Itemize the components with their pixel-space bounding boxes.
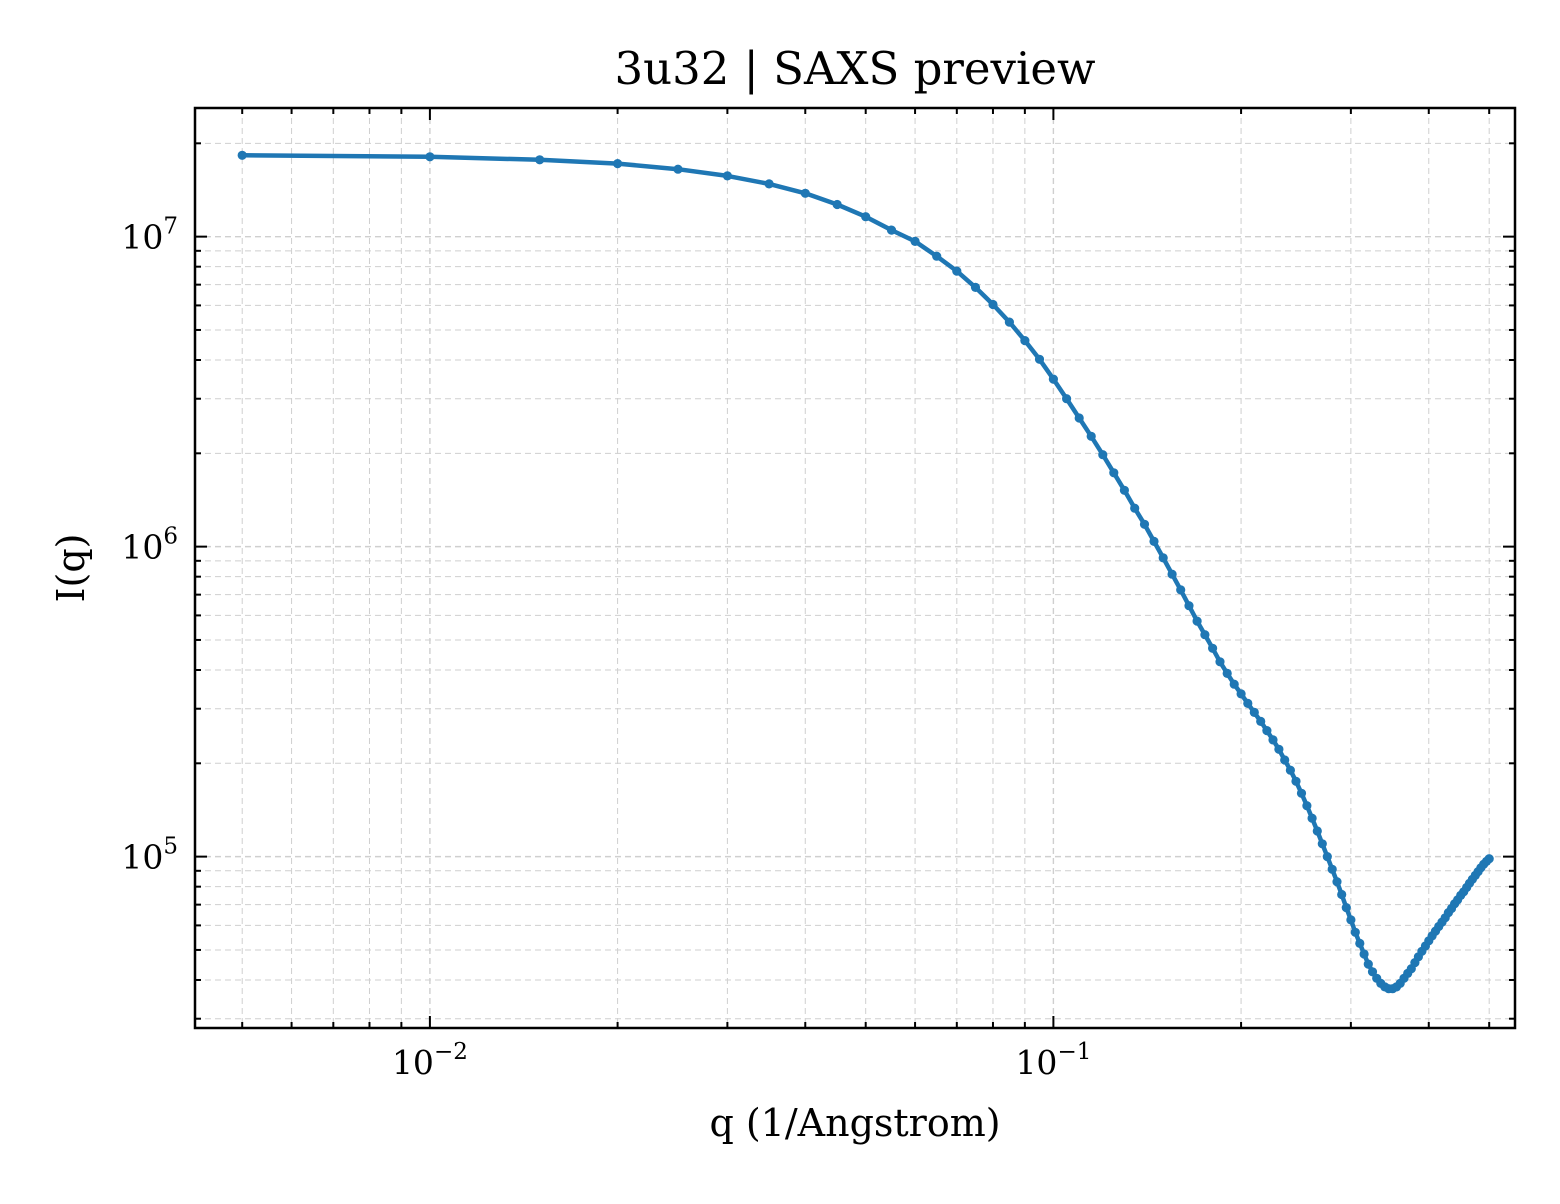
y-tick-label: 107 bbox=[121, 214, 178, 257]
data-point bbox=[535, 155, 545, 165]
data-point bbox=[1355, 938, 1365, 949]
data-point bbox=[613, 159, 623, 169]
data-point bbox=[1337, 889, 1347, 900]
data-point bbox=[1285, 765, 1295, 775]
data-point bbox=[1004, 317, 1015, 327]
x-tick-label: 10−2 bbox=[392, 1039, 468, 1082]
data-point bbox=[1158, 553, 1168, 563]
data-point bbox=[722, 171, 733, 181]
data-point bbox=[1307, 813, 1317, 823]
data-point bbox=[1215, 657, 1225, 667]
tick-layer bbox=[195, 108, 1515, 1028]
data-point bbox=[1280, 755, 1290, 765]
data-point bbox=[1109, 468, 1119, 478]
y-tick-label: 106 bbox=[121, 524, 178, 567]
data-point bbox=[952, 266, 962, 276]
tick-label-layer: 10−2 10−1 105 106 107 bbox=[121, 214, 1091, 1082]
data-point bbox=[1176, 585, 1186, 595]
data-point bbox=[1139, 519, 1150, 529]
data-point bbox=[1346, 915, 1356, 925]
chart-title: 3u32 | SAXS preview bbox=[614, 42, 1095, 95]
data-point bbox=[861, 212, 871, 222]
y-tick-label: 105 bbox=[121, 834, 178, 877]
data-point bbox=[673, 164, 683, 174]
data-point bbox=[1341, 903, 1351, 913]
data-point bbox=[1327, 864, 1337, 874]
series-layer bbox=[237, 150, 1494, 994]
data-point bbox=[1229, 679, 1239, 689]
data-point bbox=[1249, 707, 1259, 718]
data-point bbox=[425, 152, 435, 162]
data-point bbox=[1149, 536, 1159, 547]
data-point bbox=[1332, 877, 1342, 887]
data-point bbox=[1312, 826, 1322, 836]
data-point bbox=[1296, 788, 1307, 798]
data-point bbox=[932, 251, 942, 261]
x-tick-label: 10−1 bbox=[1015, 1039, 1091, 1082]
data-point bbox=[988, 299, 998, 310]
data-point bbox=[832, 199, 842, 210]
data-point bbox=[237, 150, 247, 160]
data-point bbox=[1184, 601, 1194, 611]
data-point bbox=[1222, 668, 1232, 679]
data-point bbox=[1350, 927, 1360, 937]
data-point bbox=[1062, 394, 1072, 404]
data-point bbox=[1322, 852, 1332, 862]
data-point bbox=[1119, 485, 1129, 495]
data-point bbox=[1243, 698, 1253, 709]
data-point bbox=[1034, 354, 1045, 364]
x-axis-label: q (1/Angstrom) bbox=[709, 1101, 1000, 1145]
data-point bbox=[1130, 503, 1140, 513]
data-point bbox=[1302, 801, 1312, 811]
data-point bbox=[1048, 374, 1058, 384]
data-point bbox=[1274, 744, 1284, 754]
data-point bbox=[1262, 726, 1272, 736]
data-point bbox=[1200, 630, 1210, 640]
data-point bbox=[1317, 839, 1327, 849]
data-point bbox=[1363, 959, 1373, 969]
data-point bbox=[1074, 413, 1084, 423]
grid-layer bbox=[195, 108, 1515, 1028]
data-point bbox=[1484, 854, 1494, 864]
data-point bbox=[1020, 336, 1030, 346]
data-point bbox=[1291, 776, 1301, 786]
data-point bbox=[1192, 616, 1202, 626]
data-point bbox=[1359, 949, 1369, 959]
data-point bbox=[1167, 569, 1177, 579]
data-point bbox=[910, 236, 920, 246]
data-point bbox=[1268, 735, 1278, 745]
data-point bbox=[1086, 431, 1096, 441]
plot-frame bbox=[193, 106, 1517, 1030]
data-point bbox=[970, 282, 981, 292]
data-point bbox=[1367, 967, 1378, 977]
y-axis-label: I(q) bbox=[49, 534, 93, 603]
data-point bbox=[1098, 450, 1108, 460]
data-point bbox=[800, 188, 810, 198]
data-point bbox=[886, 225, 897, 235]
data-point bbox=[1256, 716, 1266, 727]
data-point bbox=[764, 179, 774, 189]
data-point bbox=[1236, 689, 1246, 699]
data-point bbox=[1208, 643, 1218, 653]
